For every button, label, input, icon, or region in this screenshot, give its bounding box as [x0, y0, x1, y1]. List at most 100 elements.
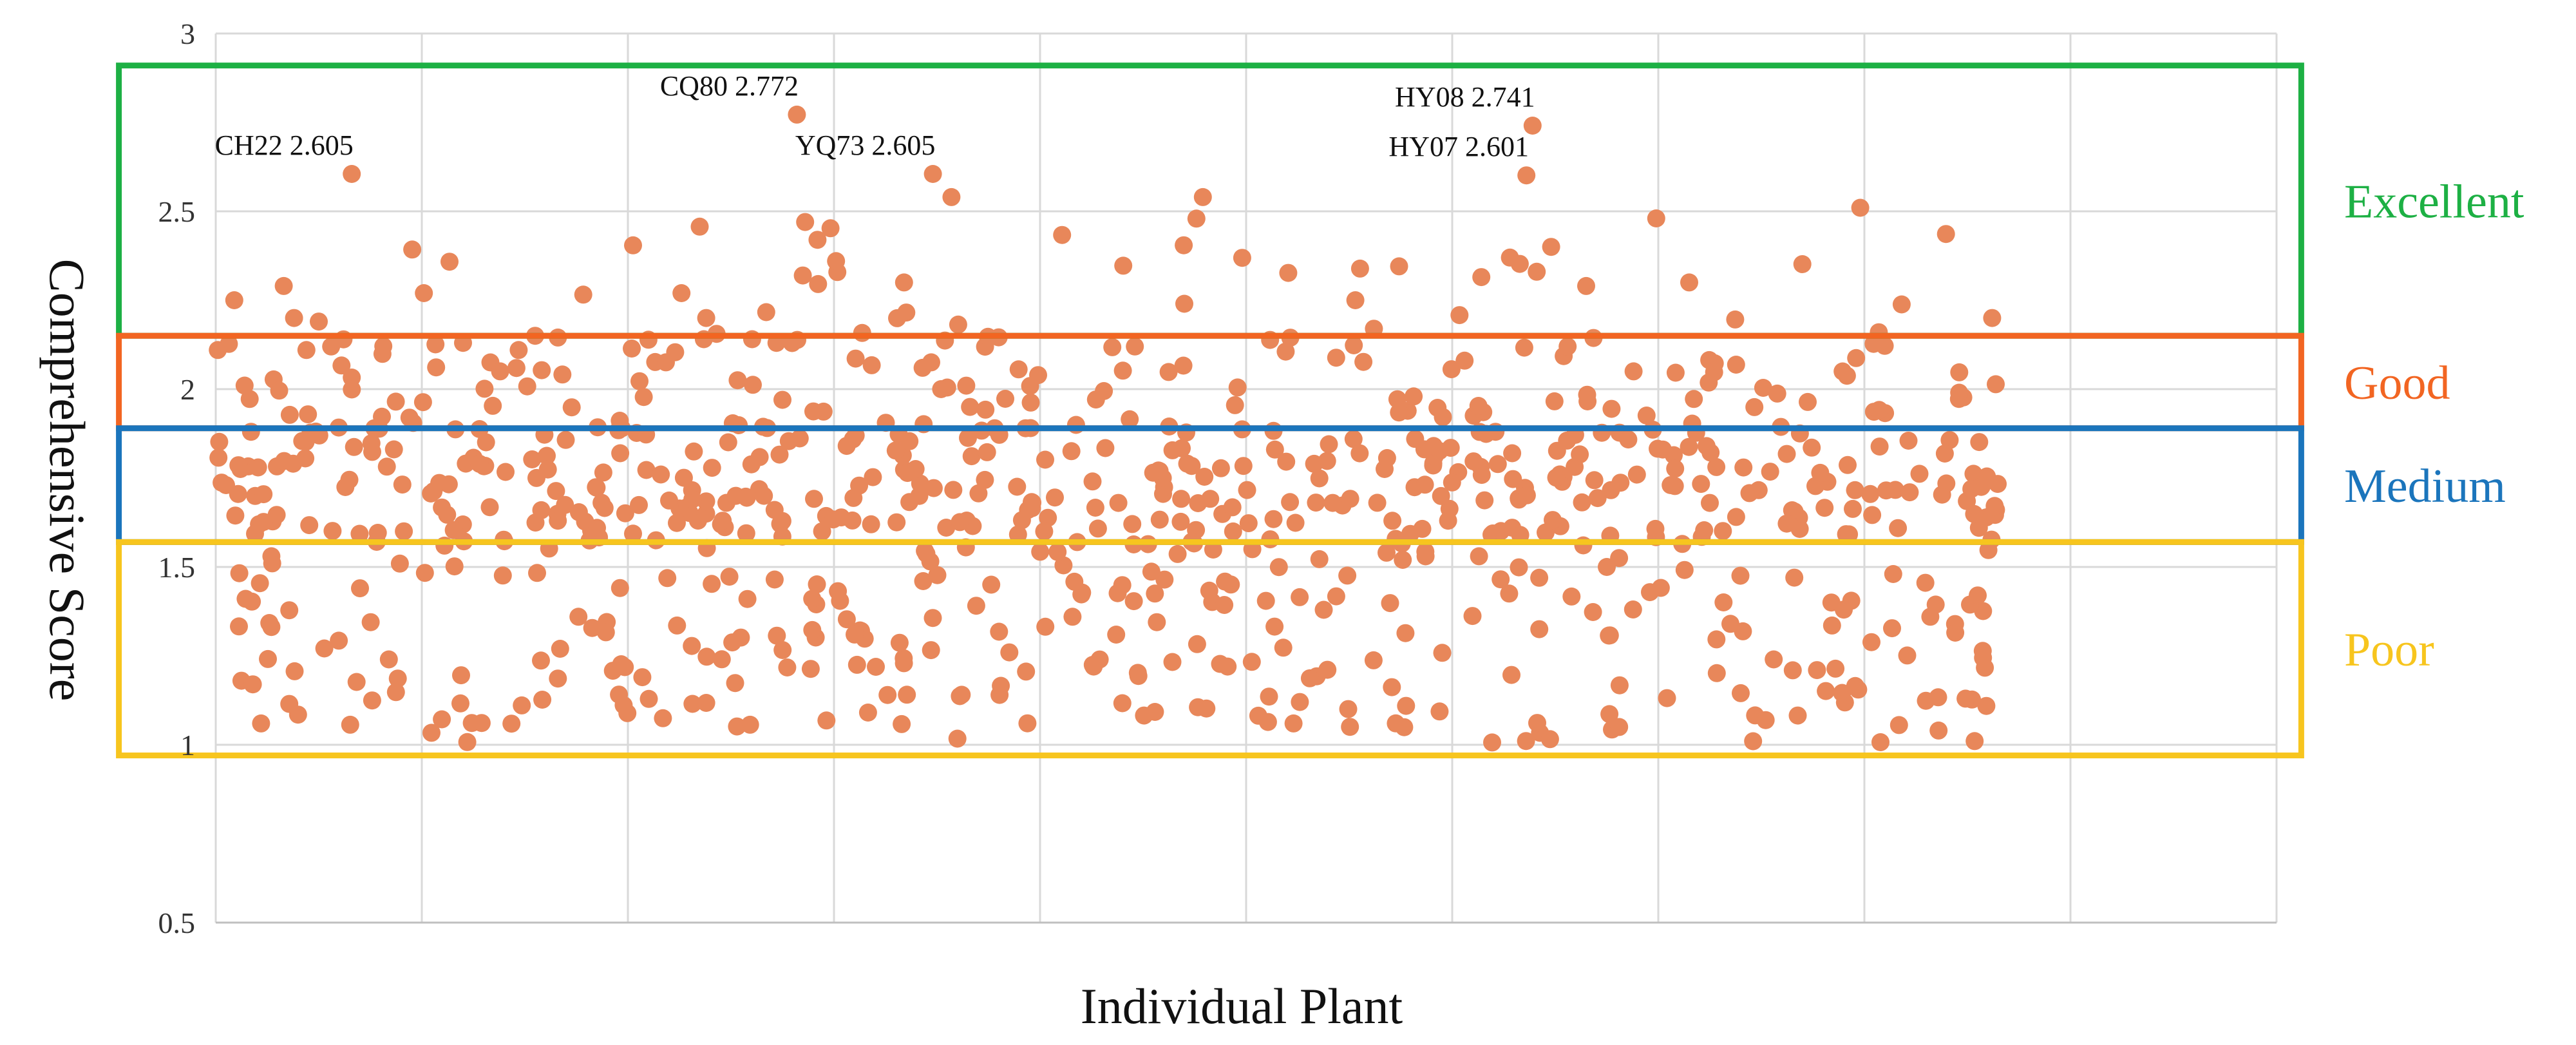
data-point	[395, 522, 413, 541]
data-point	[906, 460, 925, 478]
data-point	[1323, 494, 1342, 512]
data-point	[770, 445, 789, 464]
data-point	[697, 309, 715, 327]
data-point	[630, 372, 649, 390]
data-point	[230, 564, 249, 582]
data-point	[363, 691, 381, 710]
data-point	[630, 495, 648, 514]
data-point	[1286, 513, 1305, 532]
data-point	[1937, 474, 1956, 493]
data-point	[1870, 437, 1889, 456]
data-point	[1218, 657, 1237, 676]
data-point	[1528, 262, 1546, 281]
data-point	[951, 513, 969, 532]
data-point	[439, 475, 458, 494]
data-point	[1310, 550, 1329, 568]
data-point	[858, 704, 877, 722]
data-point	[1707, 457, 1726, 476]
data-point	[225, 291, 243, 309]
data-point	[1884, 565, 1902, 583]
data-point	[1510, 558, 1528, 577]
data-point	[1637, 407, 1656, 425]
data-point	[532, 651, 550, 670]
data-point	[1862, 633, 1880, 651]
data-point	[427, 358, 446, 377]
data-point	[388, 669, 407, 688]
data-point	[1889, 519, 1908, 537]
data-point	[898, 685, 916, 704]
data-point	[1846, 481, 1864, 499]
data-point	[1193, 187, 1212, 206]
data-point	[274, 276, 293, 295]
data-point	[867, 658, 885, 676]
data-point	[1502, 666, 1520, 684]
data-point	[249, 458, 267, 477]
data-point	[1450, 306, 1469, 325]
data-point	[1701, 494, 1719, 512]
data-point	[1861, 484, 1880, 503]
data-point	[426, 335, 445, 354]
data-point	[502, 714, 521, 733]
data-point	[1517, 486, 1536, 504]
data-point	[1610, 718, 1629, 736]
data-point	[1970, 433, 1989, 452]
data-point	[458, 733, 477, 751]
data-point	[587, 478, 605, 497]
data-point	[982, 575, 1001, 594]
data-point	[422, 724, 440, 742]
data-point	[254, 485, 273, 504]
data-point	[1899, 432, 1918, 450]
data-point	[1976, 658, 1994, 677]
data-point	[1114, 256, 1133, 275]
highlighted-point	[788, 105, 806, 124]
data-point	[491, 362, 509, 381]
data-point	[569, 608, 588, 626]
data-point	[1383, 678, 1401, 696]
data-point	[1189, 698, 1208, 716]
data-point	[299, 405, 317, 424]
annotation-hy07: HY07 2.601	[1388, 131, 1529, 162]
data-point	[1627, 465, 1646, 484]
data-point	[1318, 660, 1337, 679]
data-point	[976, 470, 994, 489]
data-point	[1863, 506, 1882, 524]
data-point	[1113, 361, 1132, 380]
data-point	[549, 669, 567, 688]
data-point	[948, 729, 967, 748]
data-point	[386, 683, 405, 702]
data-point	[922, 641, 940, 660]
data-point	[1889, 716, 1908, 734]
data-point	[1500, 584, 1519, 603]
data-point	[1989, 475, 2007, 494]
data-point	[332, 356, 351, 375]
data-point	[1171, 512, 1190, 531]
data-point	[1983, 309, 2002, 327]
data-point	[1584, 603, 1602, 621]
data-point	[480, 498, 499, 517]
y-tick-label: 1.5	[158, 551, 196, 584]
data-point	[235, 376, 254, 395]
data-point	[949, 315, 967, 334]
data-point	[1488, 455, 1507, 474]
data-point	[1965, 732, 1984, 751]
data-point	[509, 341, 528, 360]
data-point	[808, 231, 827, 249]
highlighted-point	[1523, 117, 1542, 135]
data-point	[1849, 680, 1868, 699]
data-point	[1973, 642, 1992, 660]
data-point	[236, 590, 255, 608]
data-point	[913, 358, 932, 377]
data-point	[229, 456, 248, 475]
data-point	[1530, 568, 1549, 587]
data-point	[588, 519, 606, 537]
data-point	[1239, 514, 1258, 533]
data-point	[1566, 457, 1584, 476]
data-point	[1544, 511, 1562, 530]
data-point	[809, 274, 828, 293]
data-point	[1910, 465, 1929, 483]
data-point	[1815, 499, 1834, 517]
data-point	[343, 380, 361, 399]
data-point	[657, 353, 675, 372]
poor-band	[116, 539, 2304, 759]
